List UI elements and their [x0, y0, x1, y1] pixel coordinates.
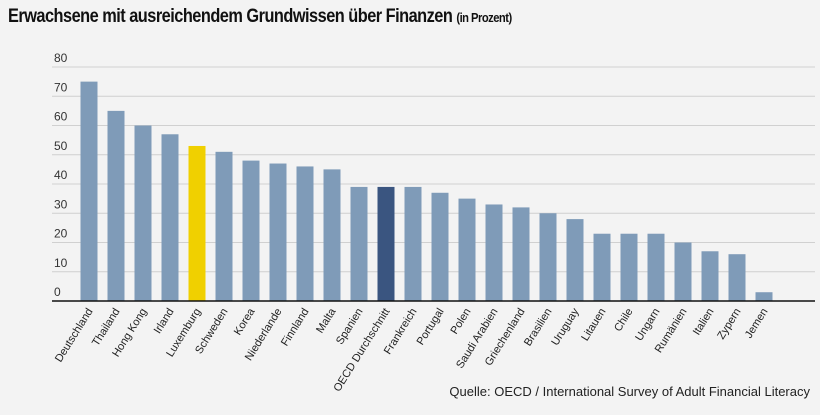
y-tick-label: 10	[54, 256, 68, 270]
bar	[188, 145, 206, 301]
bar	[701, 251, 719, 301]
bar	[269, 163, 287, 301]
bar	[80, 81, 98, 301]
x-tick-label: Italien	[691, 306, 717, 337]
bar	[107, 110, 125, 301]
bar	[431, 192, 449, 301]
x-tick-label: Zypern	[715, 306, 743, 341]
x-tick-label: Malta	[314, 305, 339, 335]
y-tick-label: 0	[54, 285, 61, 299]
y-tick-label: 70	[54, 80, 68, 94]
bar	[728, 254, 746, 301]
bar	[134, 125, 152, 301]
bar	[485, 204, 503, 301]
bar	[377, 186, 395, 301]
bar	[458, 198, 476, 301]
chart-title: Erwachsene mit ausreichendem Grundwissen…	[8, 6, 512, 28]
source-note: Quelle: OECD / International Survey of A…	[449, 384, 810, 399]
title-text: Erwachsene mit ausreichendem Grundwissen…	[8, 6, 453, 27]
y-tick-label: 50	[54, 139, 68, 153]
x-tick-label: Portugal	[415, 306, 447, 347]
bar	[323, 169, 341, 301]
y-tick-label: 40	[54, 168, 68, 182]
bar	[242, 160, 260, 301]
chart-subtitle: (in Prozent)	[456, 10, 512, 25]
x-tick-label: Uruguay	[549, 306, 581, 348]
bar	[161, 134, 179, 301]
y-tick-label: 80	[54, 51, 68, 65]
bar	[539, 213, 557, 301]
bar	[350, 186, 368, 301]
y-tick-label: 60	[54, 110, 68, 124]
bar	[215, 151, 233, 301]
x-tick-label: Korea	[232, 305, 258, 337]
y-tick-label: 20	[54, 227, 68, 241]
y-tick-label: 30	[54, 197, 68, 211]
bar	[620, 233, 638, 301]
x-tick-label: Ungarn	[633, 306, 662, 343]
x-tick-label: Chile	[612, 306, 635, 334]
bar	[404, 186, 422, 301]
x-tick-label: Deutschland	[53, 306, 96, 364]
bar	[593, 233, 611, 301]
x-tick-label: Polen	[448, 306, 473, 336]
bar	[647, 233, 665, 301]
bar	[512, 207, 530, 301]
bar	[296, 166, 314, 301]
bar	[674, 242, 692, 301]
bar	[755, 292, 773, 301]
x-tick-label: Jemen	[743, 306, 771, 340]
x-tick-label: Irland	[152, 306, 177, 336]
bar	[566, 219, 584, 301]
x-tick-label: Litauen	[579, 306, 608, 343]
